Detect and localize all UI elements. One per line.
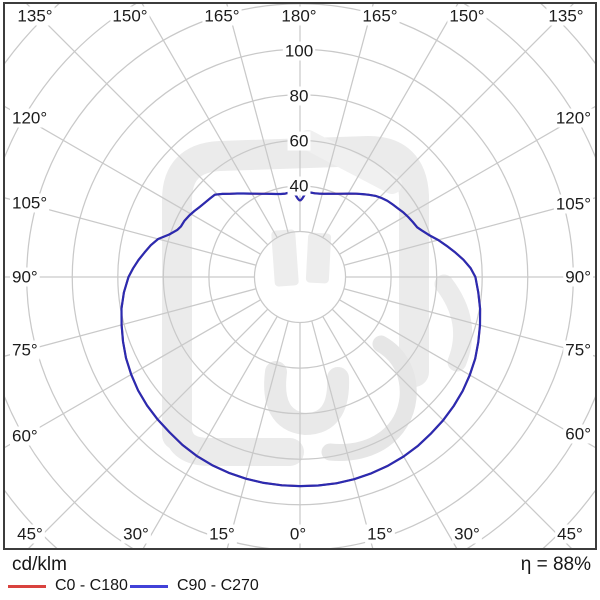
grid-spoke bbox=[5, 288, 257, 357]
label-chip bbox=[553, 194, 593, 214]
angle-tick-label: 90° bbox=[565, 268, 591, 287]
label-chip bbox=[202, 6, 242, 26]
grid-spoke bbox=[311, 320, 374, 548]
label-chip bbox=[10, 267, 40, 287]
grid-spoke bbox=[142, 316, 278, 548]
label-chip bbox=[447, 6, 487, 26]
label-chip bbox=[553, 108, 593, 128]
label-chip bbox=[282, 41, 316, 61]
watermark-logo bbox=[162, 130, 473, 466]
legend-item: C90 - C270 bbox=[130, 577, 259, 595]
grid-spoke bbox=[226, 4, 289, 234]
angle-tick-label: 30° bbox=[123, 525, 149, 544]
angle-tick-label: 135° bbox=[17, 7, 52, 26]
grid-spoke bbox=[5, 197, 257, 266]
angle-tick-label: 60° bbox=[565, 425, 591, 444]
radial-tick-label: 100 bbox=[285, 42, 313, 61]
label-chip bbox=[563, 267, 593, 287]
label-chip bbox=[287, 131, 311, 151]
label-chip bbox=[121, 524, 151, 544]
label-chip bbox=[287, 176, 311, 196]
chart-border bbox=[3, 2, 597, 550]
chart-legend: C0 - C180 C90 - C270 bbox=[0, 577, 600, 599]
grid-spoke bbox=[5, 299, 261, 449]
legend-label: C0 - C180 bbox=[55, 577, 128, 594]
angle-tick-label: 75° bbox=[12, 341, 38, 360]
grid-spoke bbox=[322, 4, 459, 238]
label-chip bbox=[563, 424, 593, 444]
grid-spoke bbox=[343, 288, 595, 357]
grid-spoke bbox=[141, 4, 278, 238]
label-chip bbox=[287, 524, 309, 544]
legend-swatch bbox=[130, 584, 168, 588]
angle-tick-label: 105° bbox=[12, 194, 47, 213]
grid-spoke bbox=[322, 316, 458, 548]
grid-spoke bbox=[226, 320, 289, 548]
grid-spoke bbox=[339, 105, 595, 255]
label-chip bbox=[287, 86, 311, 106]
angle-tick-label: 30° bbox=[454, 525, 480, 544]
angle-tick-label: 60° bbox=[12, 427, 38, 446]
angle-tick-label: 150° bbox=[112, 7, 147, 26]
angle-tick-label: 15° bbox=[367, 525, 393, 544]
label-chip bbox=[365, 524, 395, 544]
label-chip bbox=[360, 6, 400, 26]
angle-tick-label: 180° bbox=[281, 7, 316, 26]
angle-tick-label: 150° bbox=[449, 7, 484, 26]
angle-tick-label: 120° bbox=[12, 109, 47, 128]
label-chip bbox=[452, 524, 482, 544]
angle-tick-label: 0° bbox=[290, 525, 306, 544]
label-chip bbox=[15, 6, 55, 26]
legend-swatch bbox=[8, 584, 46, 588]
radial-tick-label: 40 bbox=[290, 177, 309, 196]
angle-tick-label: 45° bbox=[557, 525, 583, 544]
angle-tick-label: 90° bbox=[12, 268, 38, 287]
label-chip bbox=[279, 6, 319, 26]
angle-tick-label: 135° bbox=[548, 7, 583, 26]
label-chip bbox=[10, 108, 50, 128]
label-chip bbox=[15, 524, 45, 544]
angle-tick-label: 15° bbox=[209, 525, 235, 544]
label-chip bbox=[207, 524, 237, 544]
label-chip bbox=[555, 524, 585, 544]
label-chip bbox=[563, 340, 593, 360]
grid-spoke bbox=[343, 197, 595, 266]
grid-spoke bbox=[339, 299, 595, 449]
label-chip bbox=[110, 6, 150, 26]
label-chip bbox=[10, 340, 40, 360]
efficiency-label: η = 88% bbox=[520, 554, 591, 575]
angle-tick-label: 120° bbox=[556, 109, 591, 128]
quantity-unit-label: cd/klm bbox=[12, 554, 67, 575]
label-chip bbox=[10, 193, 50, 213]
angle-tick-label: 75° bbox=[565, 341, 591, 360]
angle-tick-label: 165° bbox=[362, 7, 397, 26]
radial-tick-label: 60 bbox=[290, 132, 309, 151]
label-chip bbox=[546, 6, 586, 26]
angle-tick-label: 165° bbox=[204, 7, 239, 26]
grid-ring bbox=[253, 230, 347, 324]
legend-label: C90 - C270 bbox=[177, 577, 259, 594]
grid-spoke bbox=[5, 105, 261, 255]
intensity-curve bbox=[120, 190, 482, 488]
label-chip bbox=[10, 426, 40, 446]
angle-tick-label: 45° bbox=[17, 525, 43, 544]
radial-tick-label: 80 bbox=[290, 87, 309, 106]
angle-tick-label: 105° bbox=[556, 195, 591, 214]
legend-item: C0 - C180 bbox=[8, 577, 128, 595]
grid-spoke bbox=[311, 4, 374, 234]
